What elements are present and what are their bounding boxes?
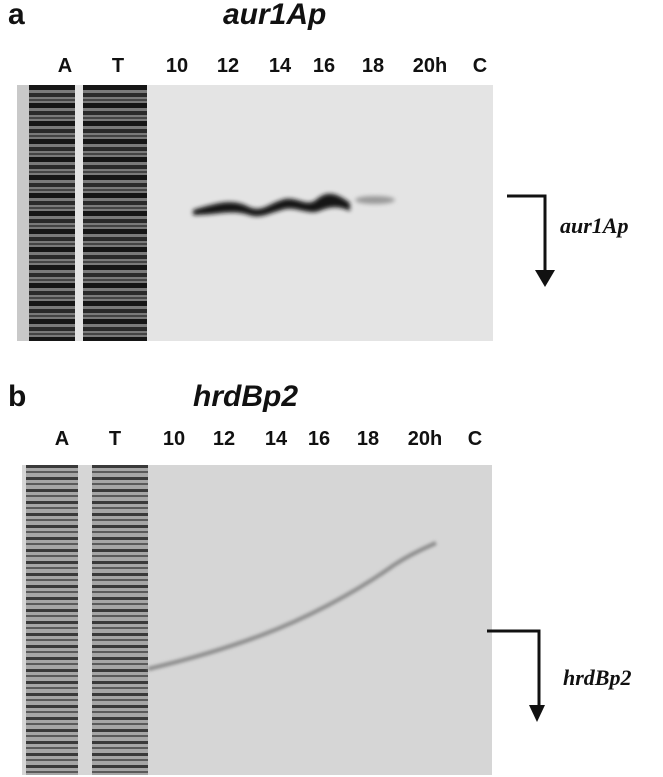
lane-label-18: 18: [356, 428, 380, 450]
sequencing-lane-a: [26, 465, 78, 775]
lane-label-a: A: [54, 428, 70, 450]
lane-label-t: T: [111, 55, 125, 77]
lane-label-14: 14: [268, 55, 292, 77]
lane-label-t: T: [108, 428, 122, 450]
panel-b-arrow-label: hrdBp2: [563, 665, 632, 690]
panel-a-tss-arrow: [507, 194, 555, 287]
lane-label-10: 10: [162, 428, 186, 450]
panel-a-gel-image: [17, 85, 493, 341]
panel-b-tss-arrow: [487, 629, 545, 722]
lane-label-12: 12: [212, 428, 236, 450]
panel-b-letter: b: [8, 380, 27, 413]
panel-b-title: hrdBp2: [193, 380, 298, 413]
sequencing-lane-t: [83, 85, 147, 341]
lane-label-18: 18: [361, 55, 385, 77]
transcript-band-faint: [355, 196, 395, 204]
transcript-band: [147, 541, 437, 671]
transcript-band: [193, 193, 350, 217]
panel-a-title: aur1Ap: [223, 0, 327, 31]
lane-label-14: 14: [264, 428, 288, 450]
panel-a-letter: a: [8, 0, 25, 31]
sequencing-lane-a: [29, 85, 75, 341]
lane-label-10: 10: [165, 55, 189, 77]
lane-label-20h: 20h: [412, 55, 448, 77]
panel-b-gel-image: [22, 465, 492, 775]
lane-label-c: C: [467, 428, 483, 450]
lane-label-16: 16: [307, 428, 331, 450]
lane-label-a: A: [57, 55, 73, 77]
lane-label-12: 12: [216, 55, 240, 77]
panel-a-arrow-label: aur1Ap: [560, 213, 629, 238]
lane-label-16: 16: [312, 55, 336, 77]
sequencing-lane-t: [92, 465, 148, 775]
lane-label-20h: 20h: [407, 428, 443, 450]
lane-label-c: C: [472, 55, 488, 77]
